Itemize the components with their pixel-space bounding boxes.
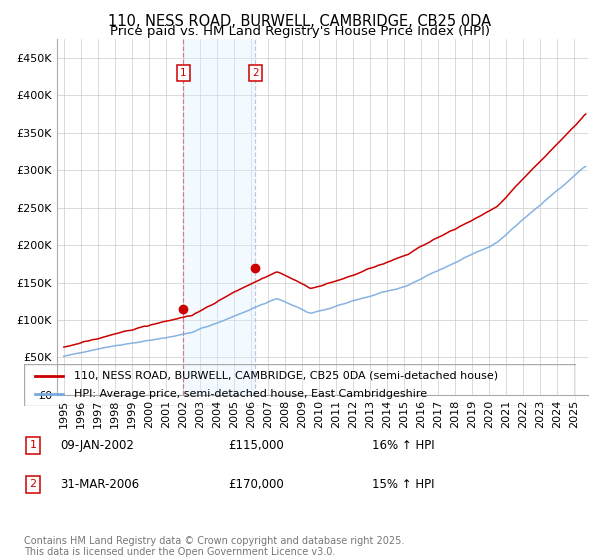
Text: 1: 1 bbox=[180, 68, 187, 78]
Text: 2: 2 bbox=[252, 68, 259, 78]
Text: 1: 1 bbox=[29, 440, 37, 450]
Text: 110, NESS ROAD, BURWELL, CAMBRIDGE, CB25 0DA (semi-detached house): 110, NESS ROAD, BURWELL, CAMBRIDGE, CB25… bbox=[74, 371, 498, 381]
Bar bbox=[184, 39, 255, 395]
Text: 2: 2 bbox=[29, 479, 37, 489]
Text: £115,000: £115,000 bbox=[228, 438, 284, 452]
Text: Contains HM Land Registry data © Crown copyright and database right 2025.
This d: Contains HM Land Registry data © Crown c… bbox=[24, 535, 404, 557]
Text: 110, NESS ROAD, BURWELL, CAMBRIDGE, CB25 0DA: 110, NESS ROAD, BURWELL, CAMBRIDGE, CB25… bbox=[109, 14, 491, 29]
Text: Price paid vs. HM Land Registry's House Price Index (HPI): Price paid vs. HM Land Registry's House … bbox=[110, 25, 490, 38]
Text: 16% ↑ HPI: 16% ↑ HPI bbox=[372, 438, 434, 452]
Text: 31-MAR-2006: 31-MAR-2006 bbox=[60, 478, 139, 491]
Text: £170,000: £170,000 bbox=[228, 478, 284, 491]
Text: 09-JAN-2002: 09-JAN-2002 bbox=[60, 438, 134, 452]
Text: 15% ↑ HPI: 15% ↑ HPI bbox=[372, 478, 434, 491]
Text: HPI: Average price, semi-detached house, East Cambridgeshire: HPI: Average price, semi-detached house,… bbox=[74, 389, 427, 399]
